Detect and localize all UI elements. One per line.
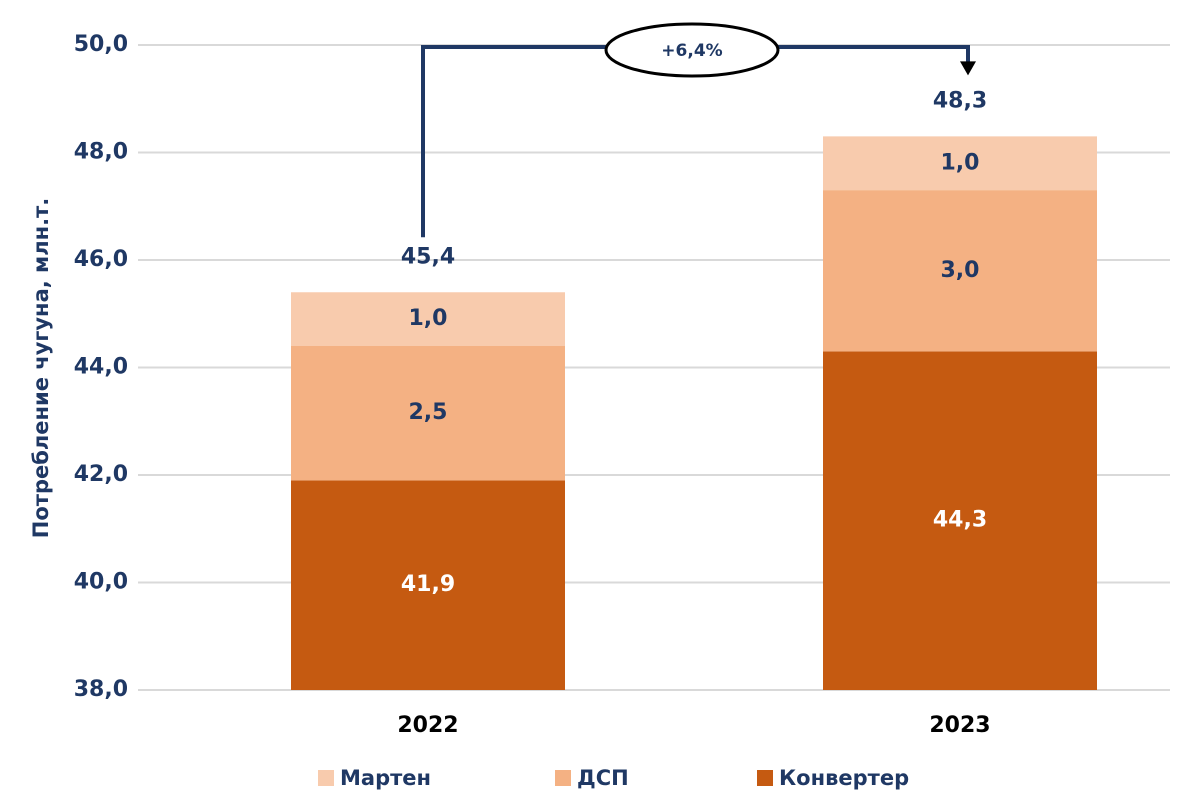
legend-label: Мартен — [340, 766, 431, 790]
value-label: 3,0 — [941, 258, 980, 283]
bar-segment — [823, 190, 1097, 352]
bar-segment — [291, 346, 565, 481]
value-label: 1,0 — [409, 306, 448, 331]
change-arrowhead — [960, 61, 976, 76]
y-tick-label: 46,0 — [74, 247, 128, 272]
y-tick-label: 40,0 — [74, 570, 128, 595]
value-label: 1,0 — [941, 150, 980, 175]
y-tick-label: 50,0 — [74, 32, 128, 57]
change-label: +6,4% — [661, 41, 722, 61]
y-tick-label: 38,0 — [74, 677, 128, 702]
bar-segment — [823, 136, 1097, 191]
change-bubble — [604, 22, 780, 78]
legend-label: ДСП — [577, 766, 629, 790]
value-label: 44,3 — [933, 508, 987, 533]
legend-swatch — [757, 770, 773, 786]
y-tick-label: 44,0 — [74, 355, 128, 380]
y-axis-label: Потребление чугуна, млн.т. — [29, 198, 53, 538]
value-label: 41,9 — [401, 572, 455, 597]
x-tick-label: 2022 — [397, 713, 458, 738]
y-tick-label: 42,0 — [74, 462, 128, 487]
legend-label: Конвертер — [779, 766, 909, 790]
bar-segment — [823, 351, 1097, 690]
y-tick-label: 48,0 — [74, 140, 128, 165]
total-label: 48,3 — [933, 88, 987, 113]
legend-swatch — [555, 770, 571, 786]
value-label: 2,5 — [409, 400, 448, 425]
bar-segment — [291, 292, 565, 346]
total-label: 45,4 — [401, 244, 455, 269]
legend-swatch — [318, 770, 334, 786]
bar-segment — [291, 480, 565, 690]
x-tick-label: 2023 — [929, 713, 990, 738]
